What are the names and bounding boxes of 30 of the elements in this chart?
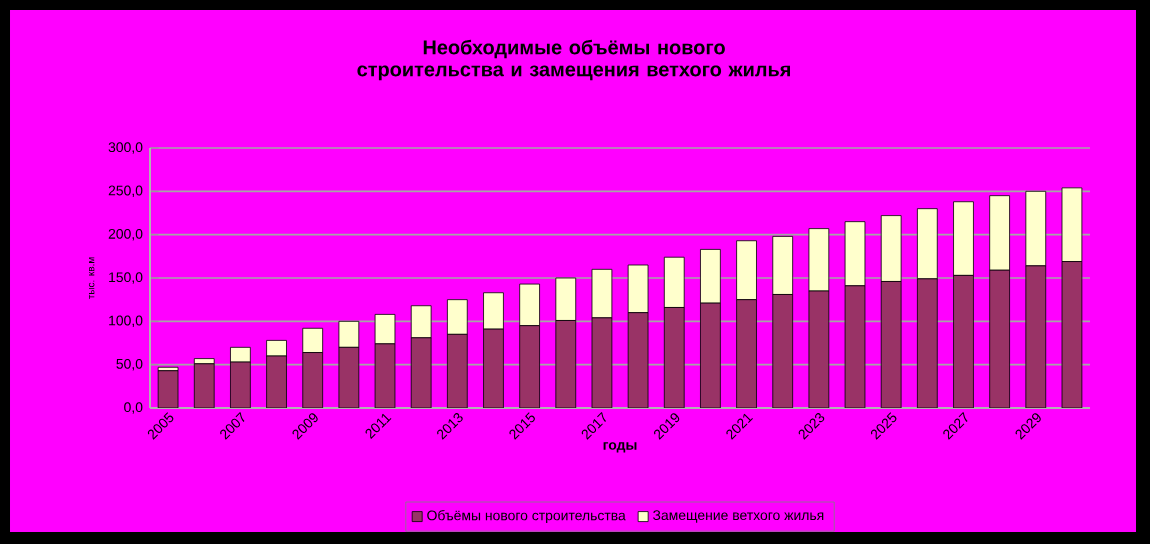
- bar: [989, 269, 1010, 408]
- bar: [916, 278, 938, 408]
- bar: [736, 299, 757, 408]
- bar: [302, 327, 324, 353]
- bar: [519, 283, 540, 327]
- bar: [446, 333, 468, 408]
- bar: [700, 302, 721, 408]
- bar: [302, 352, 324, 408]
- bar: [663, 307, 685, 408]
- bar: [1061, 261, 1083, 408]
- bar: [338, 320, 360, 348]
- bar: [230, 346, 251, 363]
- bar: [483, 292, 504, 330]
- bar: [446, 299, 468, 335]
- bar: [230, 361, 251, 408]
- bar: [410, 305, 432, 339]
- bar: [374, 314, 396, 345]
- bar: [193, 363, 215, 408]
- bar: [1025, 265, 1047, 408]
- bar: [591, 268, 613, 319]
- bar: [266, 340, 287, 357]
- bar: [555, 277, 577, 321]
- bar: [555, 320, 577, 408]
- chart-title: Необходимые объёмы нового строительства и замещения ветхого жилья: [357, 39, 791, 81]
- bar: [953, 275, 974, 408]
- bar: [483, 328, 504, 408]
- bar: [844, 285, 866, 408]
- bar: [519, 325, 540, 408]
- bar: [266, 355, 287, 408]
- bar: [772, 294, 794, 408]
